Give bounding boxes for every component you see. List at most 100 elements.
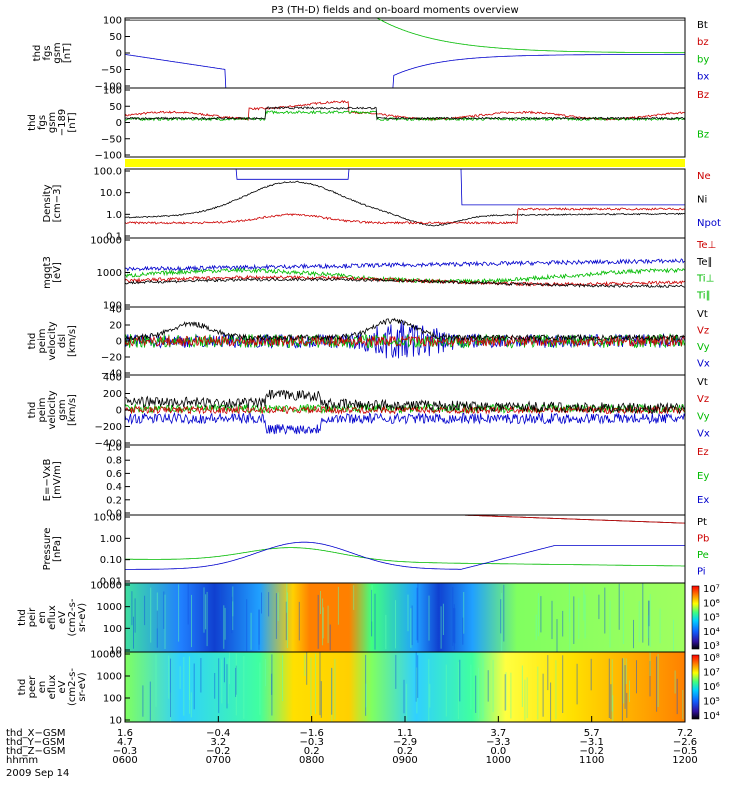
y-tick-label: 0.6 <box>106 469 122 480</box>
panel-5: 40 20 0 −20 −40 thd peim velocity dsl [km/s] Vt Vz V… <box>27 305 710 380</box>
spectrogram-texture <box>259 662 261 715</box>
colorbar-label: 10⁶ <box>703 598 720 609</box>
spectrogram-texture <box>179 666 181 689</box>
x-tick-label: 0900 <box>392 755 417 766</box>
y-axis-label: eflux <box>47 675 58 700</box>
spectrogram-texture <box>319 652 321 716</box>
y-axis-label: thd <box>27 402 38 419</box>
panel-4: 10000 1000 100 mgqt3 [eV] Te⊥ Te∥ Ti⊥ Ti∥ <box>42 236 716 312</box>
y-axis-label: peim <box>37 328 48 353</box>
panel-9: 10⁷ 10⁶ 10⁵ 10⁴ 10³ 10000 1000 100 10 thd peir en ef… <box>17 581 720 657</box>
series-line <box>125 547 685 567</box>
panel-10: 10⁸ 10⁷ 10⁶ 10⁵ 10⁴ 10000 1000 100 10 thd peer en ef… <box>17 650 720 727</box>
y-tick-label: 10000 <box>90 236 122 247</box>
spectrogram-texture <box>578 597 580 639</box>
y-axis-label: mgqt3 <box>42 256 53 289</box>
spectrogram-texture <box>445 664 447 717</box>
spectrogram-texture <box>576 663 578 705</box>
panel-7: 1.0 0.8 0.6 0.4 0.2 0.0 E=−VxB [mV/m] Ez Ey Ex <box>42 443 709 520</box>
spectrogram-texture <box>624 665 626 709</box>
y-axis-label: eV <box>57 680 68 693</box>
spectrogram <box>125 652 685 722</box>
y-tick-label: −200 <box>95 422 122 433</box>
spectrogram-texture <box>487 670 489 702</box>
y-tick-label: 1000 <box>97 602 122 613</box>
series-line <box>124 274 686 287</box>
y-axis-label: gsm <box>57 399 68 420</box>
y-tick-label: 0 <box>116 406 122 417</box>
legend-entry: Vt <box>697 377 708 388</box>
legend-entry: Vz <box>697 394 709 405</box>
y-axis-label: velocity <box>47 390 58 429</box>
series-line <box>124 405 686 415</box>
x-tick-label: 1200 <box>672 755 697 766</box>
spectrogram-texture <box>642 583 644 643</box>
x-tick-label: −0.2 <box>206 746 230 757</box>
colorbar-label: 10⁴ <box>703 627 720 638</box>
x-tick-label: −0.3 <box>113 746 137 757</box>
panel-frame <box>124 237 686 308</box>
y-axis-label: [cm−3] <box>52 185 63 223</box>
y-tick-label: 0.1 <box>106 232 122 243</box>
spectrogram-texture <box>331 667 333 715</box>
spectrogram-texture <box>612 695 614 722</box>
spectrogram-texture <box>649 661 651 697</box>
y-tick-label: 100.0 <box>93 167 122 178</box>
y-tick-label: −100 <box>95 151 122 162</box>
spectrogram-texture <box>298 601 300 641</box>
spectrogram-texture <box>470 664 472 710</box>
legend-entry: Ex <box>697 495 709 506</box>
x-row-label: thd_X−GSM <box>6 728 66 739</box>
y-tick-label: 10 <box>109 646 122 657</box>
colorbar-label: 10³ <box>703 641 720 652</box>
spectrogram-texture <box>407 594 409 632</box>
spectrogram-texture <box>452 587 454 646</box>
x-tick-label: 0.2 <box>397 746 413 757</box>
spectrogram-texture <box>623 657 625 704</box>
legend-entry: Pb <box>697 534 709 545</box>
spectrogram-texture <box>243 655 245 719</box>
spectrogram-texture <box>133 616 134 649</box>
y-axis-label: E=−VxB <box>42 459 53 502</box>
x-tick-label: 1000 <box>486 755 511 766</box>
spectrogram-texture <box>463 592 465 634</box>
x-tick-label: 1100 <box>579 755 604 766</box>
spectrogram-texture <box>610 684 612 720</box>
chart-title: P3 (TH-D) fields and on-board moments ov… <box>271 5 518 16</box>
y-tick-label: −40 <box>101 369 122 380</box>
legend-entry: Ne <box>697 171 711 182</box>
y-axis-label: −189 <box>57 109 68 136</box>
spectrogram-texture <box>504 674 506 711</box>
y-axis-label: (cm2-s- <box>67 668 78 706</box>
spectrogram-texture <box>454 608 456 644</box>
x-tick-label: 0.0 <box>490 746 506 757</box>
colorbar-label: 10⁷ <box>703 584 720 595</box>
y-axis-label: thd <box>27 114 38 131</box>
spectrogram-texture <box>410 608 412 648</box>
spectrogram-texture <box>304 654 306 676</box>
spectrogram-texture <box>193 663 195 710</box>
spectrogram-texture <box>203 587 205 633</box>
colorbar <box>691 585 700 650</box>
spectrogram-texture <box>224 607 226 640</box>
y-tick-label: 10000 <box>90 650 122 661</box>
spectrogram-texture <box>547 655 549 691</box>
y-tick-label: 0.0 <box>106 509 122 520</box>
spectrogram-texture <box>429 683 431 708</box>
spectrogram-texture <box>524 679 526 721</box>
spectrogram-texture <box>200 658 202 693</box>
series-line <box>125 514 686 524</box>
spectrogram <box>125 583 685 652</box>
x-tick-label: −3.3 <box>486 737 510 748</box>
y-axis-label: Density <box>42 184 53 222</box>
panel-frame <box>124 444 686 516</box>
spectrogram-texture <box>648 600 650 627</box>
series-line <box>124 389 686 415</box>
spectrogram-texture <box>542 673 544 717</box>
spectrogram-texture <box>673 619 674 651</box>
x-tick-label: 1.6 <box>117 728 133 739</box>
x-tick-label: 0700 <box>206 755 231 766</box>
spectrogram-texture <box>590 658 592 691</box>
legend-entry: Bz <box>697 129 709 140</box>
spectrogram-texture <box>365 654 367 716</box>
